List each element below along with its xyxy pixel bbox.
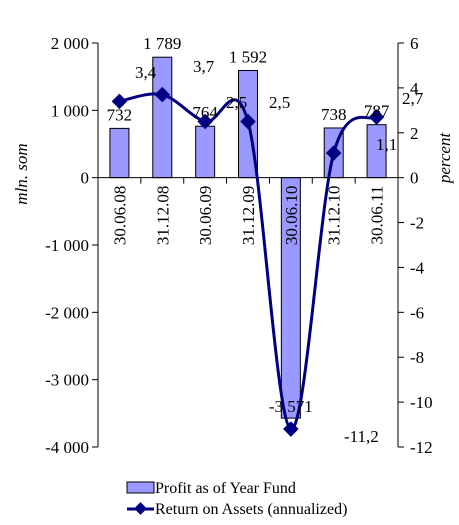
y-left-tick-label-1: 1 000 <box>51 101 89 120</box>
roa-marker-2 <box>197 113 213 130</box>
y-right-axis-title: percent <box>435 132 454 185</box>
y-left-tick-label-0: 2 000 <box>51 34 89 53</box>
x-category-label-3: 31.12.09 <box>239 186 258 246</box>
y-left-tick-label-3: -1 000 <box>45 236 89 255</box>
roa-value-label-6: 2,7 <box>402 89 424 108</box>
labels-layer: 732 1 789 764 1 592 -3 571 738 787 3,4 3,7 2,5 2,5… <box>107 34 424 446</box>
axes-layer: 2 000 1 000 0 -1 000 -2 000 -3 000 -4 000 6 4 2 0 -… <box>45 34 433 457</box>
bar-2 <box>195 125 216 179</box>
roa-value-label-1: 3,7 <box>193 57 215 76</box>
roa-value-label-2: 2,5 <box>226 93 247 112</box>
roa-marker-1 <box>154 86 171 103</box>
legend: Profit as of Year Fund Return on Assets … <box>126 480 347 518</box>
line-layer <box>111 86 385 437</box>
roa-value-label-5: 1,1 <box>376 135 397 154</box>
y-left-tick-label-4: -2 000 <box>45 303 89 322</box>
bar-value-label-1: 1 789 <box>143 34 181 53</box>
legend-bar-label: Profit as of Year Fund <box>155 480 296 497</box>
x-category-label-4: 30.06.10 <box>282 186 301 246</box>
x-category-label-1: 31.12.08 <box>153 186 172 246</box>
bar-value-label-5: 738 <box>321 105 347 124</box>
bar-value-label-6: 787 <box>364 102 390 121</box>
bar-value-label-3: 1 592 <box>229 47 267 66</box>
x-category-label-0: 30.06.08 <box>110 186 129 246</box>
y-right-tick-label-6: -6 <box>410 303 424 322</box>
y-left-tick-label-5: -3 000 <box>45 371 89 390</box>
y-right-tick-label-3: 0 <box>410 169 419 188</box>
roa-value-label-4: -11,2 <box>344 427 379 446</box>
y-right-tick-label-9: -12 <box>410 438 433 457</box>
bar-0 <box>109 127 130 179</box>
y-left-axis-title: mln. som <box>12 143 31 204</box>
y-right-tick-label-8: -10 <box>410 393 433 412</box>
roa-marker-3 <box>240 113 256 130</box>
bar-value-label-4: -3 571 <box>269 397 313 416</box>
x-category-label-2: 30.06.09 <box>196 186 215 246</box>
legend-line-label: Return on Assets (annualized) <box>155 501 347 518</box>
y-left-tick-label-2: 0 <box>81 169 90 188</box>
bars-layer <box>109 56 387 419</box>
y-right-tick-label-7: -8 <box>410 348 424 367</box>
y-right-tick-label-4: -2 <box>410 214 424 233</box>
y-right-tick-label-0: 6 <box>410 34 419 53</box>
roa-value-label-3: 2,5 <box>269 93 290 112</box>
legend-line-marker <box>134 502 147 515</box>
x-category-label-5: 31.12.10 <box>325 186 344 246</box>
roa-marker-0 <box>111 93 128 110</box>
roa-marker-5 <box>325 145 342 161</box>
roa-line <box>119 92 378 431</box>
y-left-tick-label-6: -4 000 <box>45 438 89 457</box>
y-right-tick-label-1: 4 <box>410 79 419 98</box>
bar-value-label-0: 732 <box>107 105 133 124</box>
legend-bar-swatch <box>126 481 155 494</box>
y-right-tick-label-5: -4 <box>410 258 425 277</box>
bar-value-label-2: 764 <box>192 103 218 122</box>
x-category-label-6: 30.06.11 <box>368 186 387 245</box>
y-right-tick-label-2: 2 <box>410 124 419 143</box>
roa-value-label-0: 3,4 <box>135 63 157 82</box>
